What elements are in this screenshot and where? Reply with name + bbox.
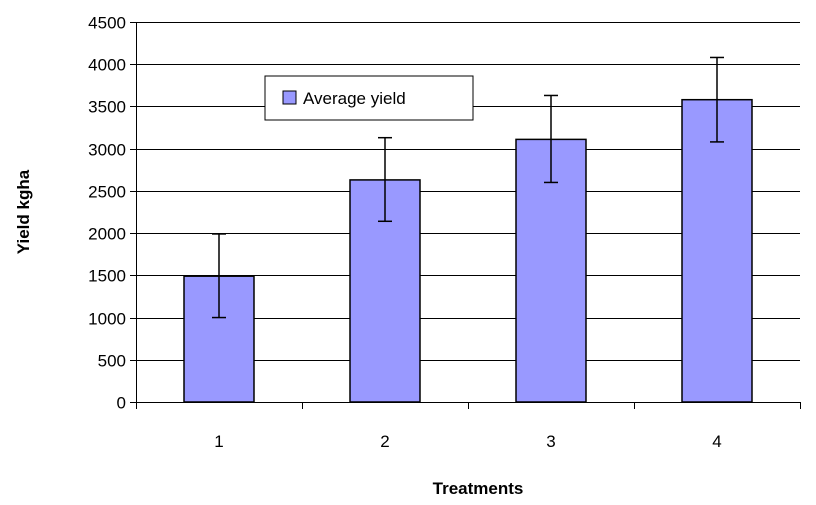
x-tick-label: 2 <box>380 432 389 451</box>
x-axis-title: Treatments <box>433 479 524 498</box>
y-tick-label: 1500 <box>88 267 126 286</box>
y-tick-label: 500 <box>98 352 126 371</box>
y-tick-label: 1000 <box>88 310 126 329</box>
y-tick-label: 4000 <box>88 56 126 75</box>
y-tick-label: 0 <box>117 394 126 413</box>
x-tick-label: 1 <box>214 432 223 451</box>
y-tick-label: 2500 <box>88 183 126 202</box>
bar <box>681 98 753 403</box>
y-axis-title: Yield kgha <box>14 169 33 254</box>
y-tick-label: 3000 <box>88 141 126 160</box>
legend-box <box>264 75 474 121</box>
y-tick-label: 2000 <box>88 225 126 244</box>
legend-label: Average yield <box>303 89 406 108</box>
legend: Average yield <box>264 75 474 121</box>
y-tick-label: 4500 <box>88 14 126 33</box>
legend-swatch <box>282 90 297 105</box>
y-tick-label: 3500 <box>88 98 126 117</box>
x-tick-label: 3 <box>546 432 555 451</box>
x-tick-label: 4 <box>712 432 721 451</box>
